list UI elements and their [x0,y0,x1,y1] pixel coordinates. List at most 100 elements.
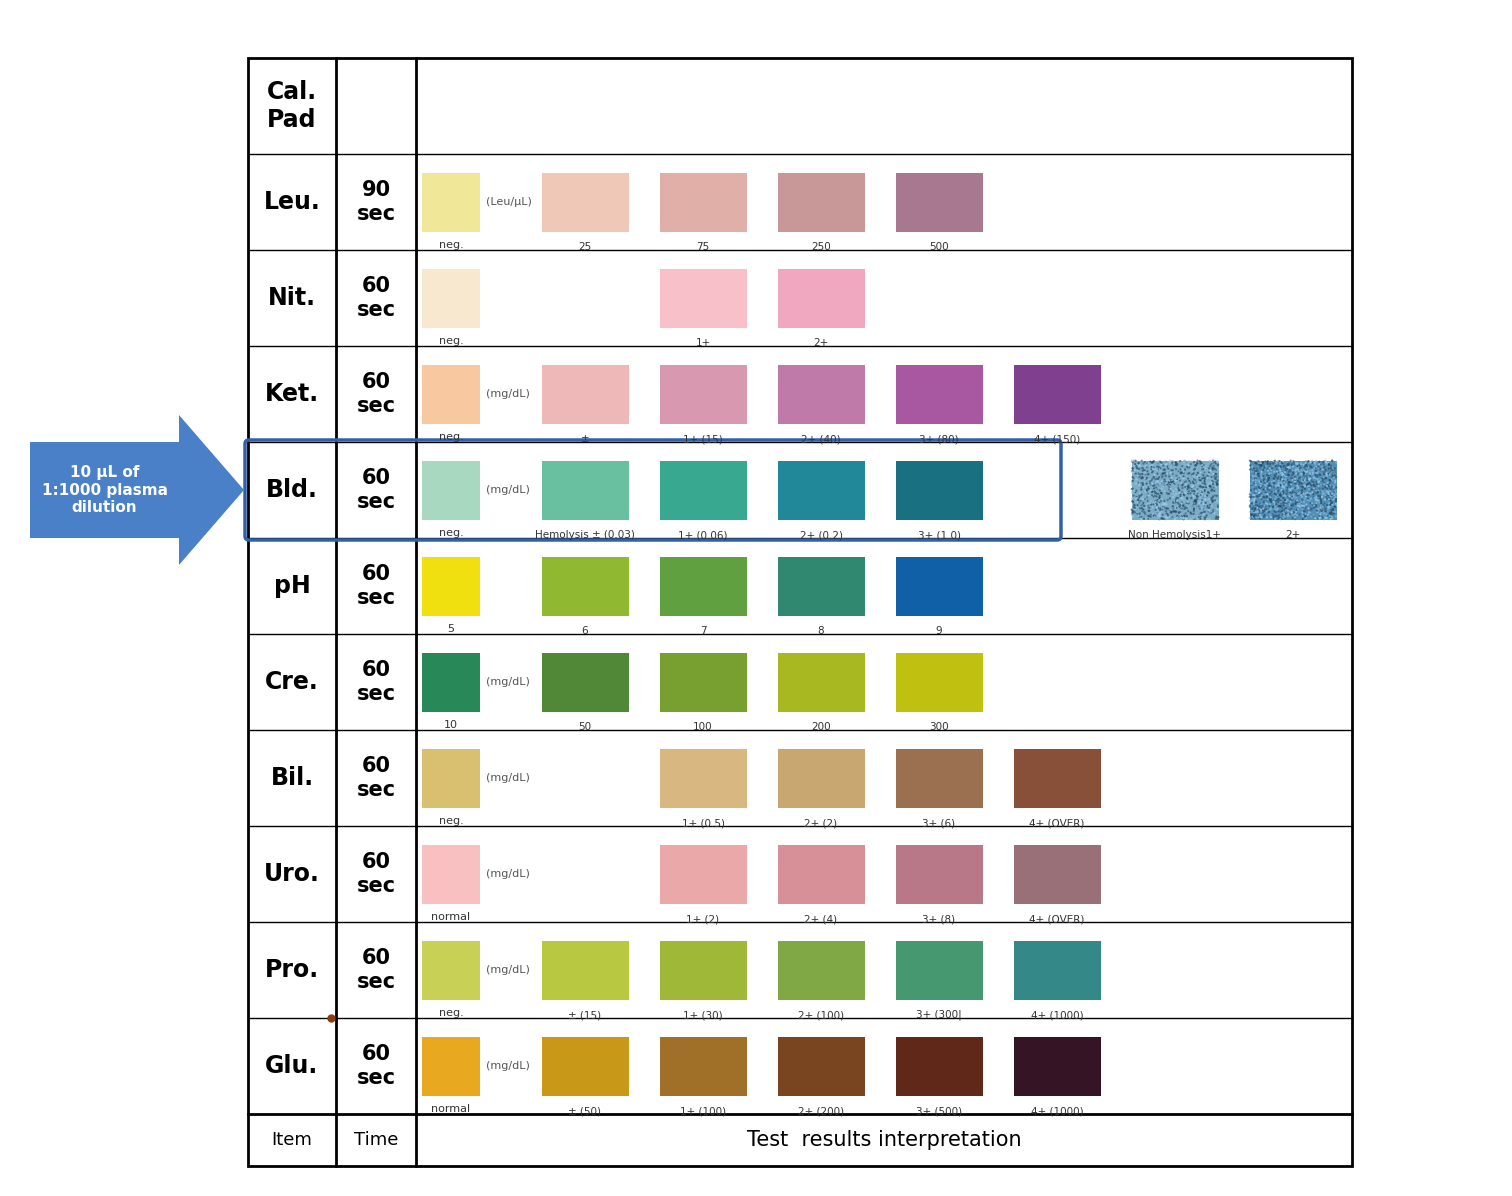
Point [1151,464,1175,483]
Point [1188,476,1213,495]
Point [1261,490,1285,509]
Point [1182,505,1207,524]
Point [1255,492,1279,511]
Point [1264,502,1288,521]
Point [1320,501,1344,520]
Bar [895,749,983,807]
Text: 4+ (1000): 4+ (1000) [1031,1106,1083,1116]
Point [1249,472,1273,492]
Point [1146,452,1170,471]
Point [1202,468,1226,487]
Point [1198,476,1222,495]
Point [1139,462,1163,481]
Point [1146,454,1170,474]
Point [1276,501,1300,520]
Point [1244,508,1269,527]
Point [1179,452,1204,471]
Point [1259,459,1284,478]
Point [1152,499,1176,518]
Point [1261,453,1285,472]
Point [1279,488,1303,507]
Point [1300,464,1325,483]
Point [1318,471,1343,490]
Point [1269,457,1293,476]
Point [1202,457,1226,476]
Point [1266,500,1290,519]
Point [1131,499,1155,518]
Point [1288,498,1312,517]
Text: 75: 75 [697,242,709,252]
Point [1258,465,1282,484]
Point [1272,457,1296,476]
Point [1182,492,1207,511]
Point [1128,482,1152,501]
Point [1198,490,1222,509]
Point [1128,465,1152,484]
Point [1176,469,1201,488]
Point [1303,462,1328,481]
Point [1284,505,1308,524]
Text: 1+ (100): 1+ (100) [680,1106,726,1116]
Point [1193,468,1217,487]
Point [1172,509,1196,529]
Point [1172,496,1196,515]
Point [1190,459,1214,478]
Point [1305,500,1329,519]
Point [1249,498,1273,517]
Point [1258,488,1282,507]
Point [1250,478,1275,498]
Point [1305,501,1329,520]
Text: Cal.
Pad: Cal. Pad [268,80,318,132]
Point [1270,478,1294,498]
Point [1152,460,1176,480]
Point [1193,488,1217,507]
Point [1317,478,1341,498]
Point [1172,466,1196,486]
Point [1238,451,1263,470]
Point [1148,476,1172,495]
Point [1299,458,1323,477]
Point [1290,481,1314,500]
Point [1276,475,1300,494]
Point [1158,464,1182,483]
Point [1311,453,1335,472]
Point [1131,468,1155,487]
Point [1314,499,1338,518]
Point [1284,460,1308,480]
Point [1323,504,1347,523]
Point [1293,489,1317,508]
Point [1145,472,1169,492]
Point [1259,507,1284,526]
Point [1238,484,1263,504]
Point [1120,475,1145,494]
Point [1302,481,1326,500]
Point [1291,463,1315,482]
Point [1287,500,1311,519]
Point [1306,452,1331,471]
Point [1120,489,1145,508]
Point [1184,456,1208,475]
Point [1317,474,1341,493]
Point [1148,496,1172,515]
Point [1282,509,1306,529]
Point [1170,494,1194,513]
Point [1263,489,1287,508]
Point [1157,477,1181,496]
Point [1160,508,1184,527]
Point [1173,504,1198,523]
Point [1296,474,1320,493]
Point [1198,481,1222,500]
Point [1143,465,1167,484]
Point [1318,463,1343,482]
Point [1315,464,1340,483]
Point [1129,484,1154,504]
Point [1173,498,1198,517]
Point [1297,474,1321,493]
Point [1190,495,1214,514]
Point [1191,508,1216,527]
Point [1128,506,1152,525]
Point [1294,463,1318,482]
Point [1252,506,1276,525]
Point [1273,494,1297,513]
Point [1264,453,1288,472]
